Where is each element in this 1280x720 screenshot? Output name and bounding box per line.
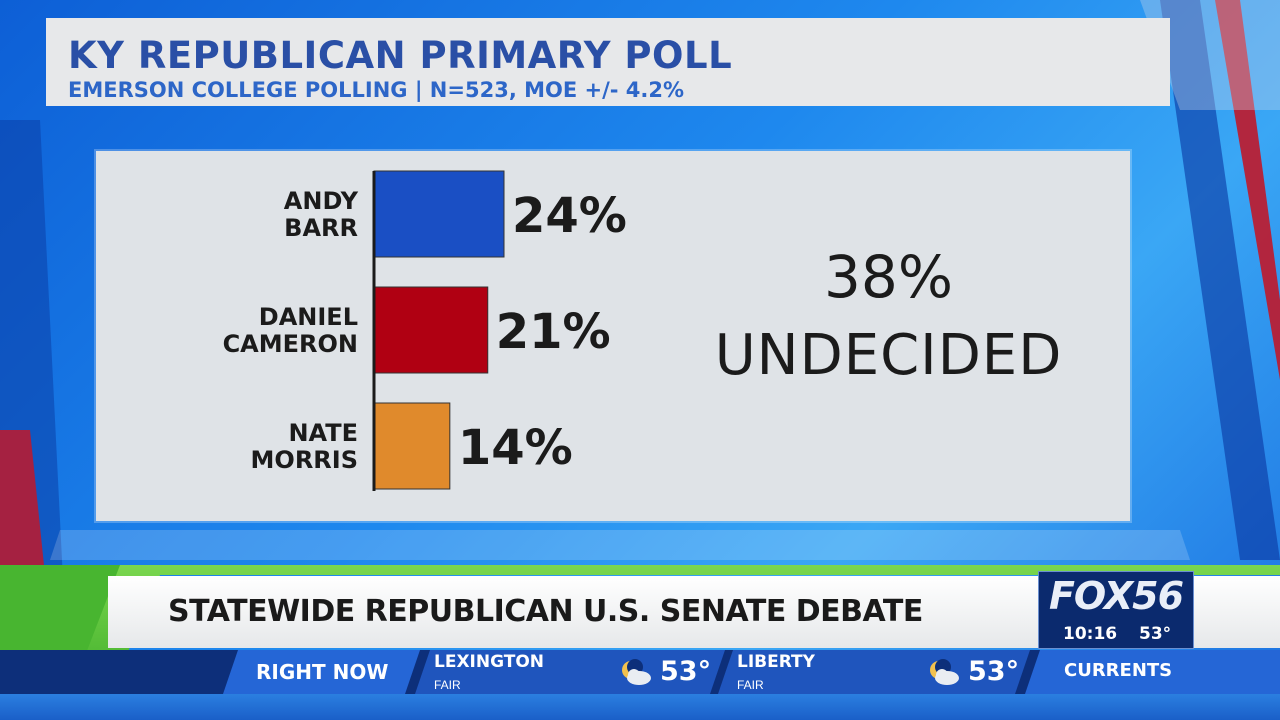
partly-cloudy-night-icon [622, 659, 651, 685]
location-condition-liberty: FAIR [737, 678, 764, 692]
header-panel: KY REPUBLICAN PRIMARY POLL EMERSON COLLE… [46, 18, 1170, 106]
bottom-strip [0, 694, 1280, 720]
category-label-2-1: MORRIS [251, 446, 358, 474]
undecided-value: 38% [824, 243, 953, 311]
value-label-0: 24% [512, 188, 627, 244]
partly-cloudy-night-icon [930, 659, 959, 685]
category-label-0-1: BARR [284, 214, 358, 242]
category-label-2-0: NATE [288, 419, 358, 447]
currents-label: CURRENTS [1064, 660, 1173, 681]
logo-text: FOX56 [1048, 574, 1184, 618]
bar-1 [373, 286, 489, 374]
bar-0 [373, 170, 505, 258]
chart-subtitle: EMERSON COLLEGE POLLING | N=523, MOE +/-… [68, 78, 685, 102]
weather-bar-segments [223, 650, 1280, 694]
current-temp: 53° [1139, 624, 1172, 644]
bar-2 [373, 402, 451, 490]
weather-bar: RIGHT NOW LEXINGTON FAIR 53° LIBERTY FAI… [0, 650, 1280, 694]
location-city-liberty: LIBERTY [737, 652, 815, 672]
location-city-lexington: LEXINGTON [434, 652, 545, 672]
value-label-2: 14% [458, 420, 573, 476]
category-label-0-0: ANDY [284, 187, 359, 215]
chart-panel: ANDY BARR 24% DANIEL CAMERON 21% NATE MORRIS 14%… [96, 151, 1130, 521]
chart-title: KY REPUBLICAN PRIMARY POLL [68, 34, 733, 77]
undecided-label: UNDECIDED [714, 323, 1063, 388]
right-now-label: RIGHT NOW [256, 660, 389, 684]
category-label-1-0: DANIEL [259, 303, 358, 331]
value-label-1: 21% [496, 304, 611, 360]
station-logo: FOX56 10:16 53° [1038, 571, 1194, 649]
clock-time: 10:16 [1063, 624, 1118, 644]
location-temp-liberty: 53° [968, 656, 1020, 687]
category-label-1-1: CAMERON [223, 330, 358, 358]
location-temp-lexington: 53° [660, 656, 712, 687]
headline-text: STATEWIDE REPUBLICAN U.S. SENATE DEBATE [168, 594, 923, 629]
location-condition-lexington: FAIR [434, 678, 461, 692]
